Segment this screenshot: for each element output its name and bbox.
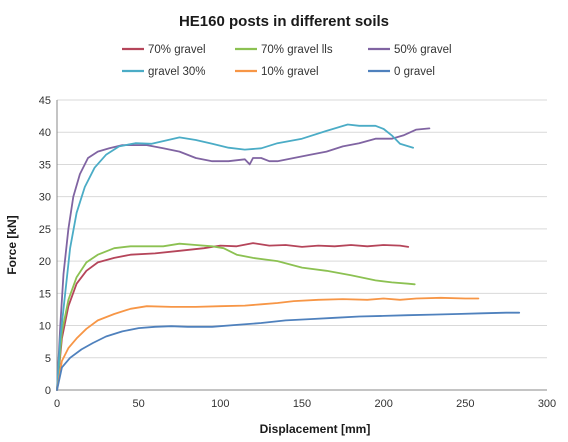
x-tick-labels: 0 50 100 150 200 250 300 <box>54 398 556 410</box>
series-line-1 <box>56 242 410 391</box>
chart-title: HE160 posts in different soils <box>179 13 389 30</box>
x-tick-label: 300 <box>538 398 556 410</box>
series-line-2 <box>56 242 416 391</box>
series-line-6 <box>56 311 521 391</box>
x-tick-label: 150 <box>293 398 311 410</box>
y-tick-label: 30 <box>39 192 51 204</box>
x-tick-label: 250 <box>456 398 474 410</box>
y-tick-label: 0 <box>45 385 51 397</box>
series-line-5 <box>56 296 480 391</box>
legend-label: 50% gravel <box>394 44 452 56</box>
legend-label: 0 gravel <box>394 66 435 78</box>
x-axis-label: Displacement [mm] <box>260 422 371 436</box>
y-tick-label: 25 <box>39 224 51 236</box>
x-tick-label: 100 <box>211 398 229 410</box>
series-line-4 <box>56 123 414 391</box>
y-tick-label: 20 <box>39 256 51 268</box>
x-tick-label: 0 <box>54 398 60 410</box>
y-tick-label: 5 <box>45 353 51 365</box>
gridlines <box>57 99 547 359</box>
series-line-3 <box>56 127 431 391</box>
y-tick-label: 15 <box>39 288 51 300</box>
legend-label: gravel 30% <box>148 66 206 78</box>
y-tick-label: 35 <box>39 159 51 171</box>
axes <box>56 100 547 391</box>
legend-label: 70% gravel <box>148 44 206 56</box>
x-tick-label: 50 <box>133 398 145 410</box>
series-lines <box>56 123 521 391</box>
y-tick-label: 40 <box>39 127 51 139</box>
legend: 70% gravel 70% gravel lls 50% gravel gravel… <box>122 44 452 78</box>
x-tick-label: 200 <box>374 398 392 410</box>
y-tick-label: 45 <box>39 95 51 107</box>
y-tick-label: 10 <box>39 321 51 333</box>
legend-label: 70% gravel lls <box>261 44 333 56</box>
y-tick-labels: 0 5 10 15 20 25 30 35 40 45 <box>39 95 51 397</box>
y-axis-label: Force [kN] <box>5 215 19 274</box>
legend-label: 10% gravel <box>261 66 319 78</box>
